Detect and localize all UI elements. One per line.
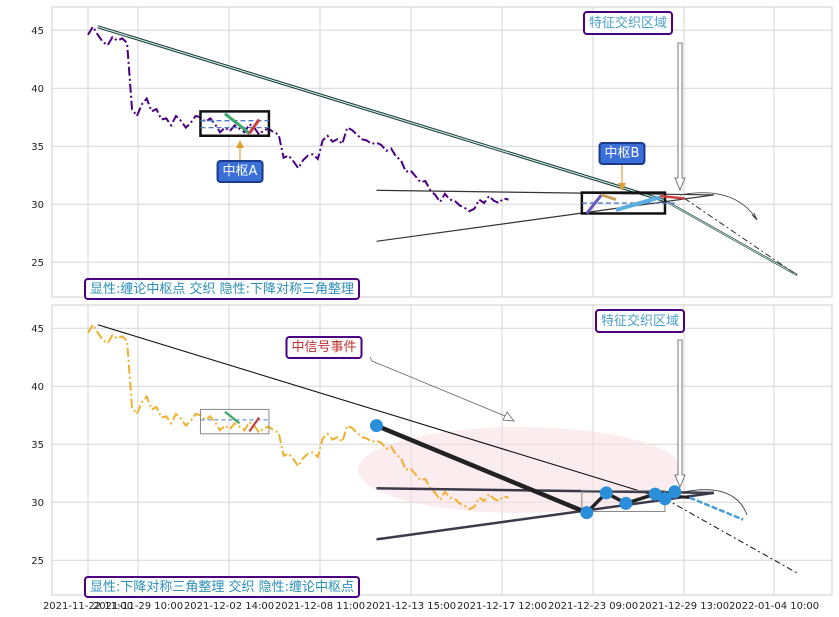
pivot-marker xyxy=(369,419,383,433)
projection-dash xyxy=(684,197,798,276)
trend-line-inner xyxy=(97,26,666,202)
pointer-a-head xyxy=(236,140,244,148)
y-tick-label: 40 xyxy=(31,382,44,393)
annotation-label: 中枢B xyxy=(605,146,640,161)
legend-box xyxy=(84,576,361,598)
top-panel: 25 30 35 40 45 显性:缠论中枢点 交织 隐性:下降对称三角整理 特征交织区域中… xyxy=(31,6,833,300)
trend-extension xyxy=(664,498,798,574)
y-tick-label: 45 xyxy=(31,26,44,37)
curve-arrow xyxy=(682,489,748,516)
x-tick-label: 2021-12-08 11:00 xyxy=(275,601,365,612)
stroke-red-b xyxy=(659,194,685,200)
annotation-label: 中信号事件 xyxy=(291,340,356,355)
legend-box xyxy=(84,278,361,300)
x-tick-label: 2021-12-13 15:00 xyxy=(366,601,456,612)
down-arrow-icon xyxy=(674,42,686,192)
diagonal-arrow-icon xyxy=(369,356,515,422)
plot-area xyxy=(51,6,833,298)
pivot-marker xyxy=(658,492,672,506)
y-tick-label: 35 xyxy=(31,440,44,451)
y-tick-label: 30 xyxy=(31,498,44,509)
pivot-box-a xyxy=(199,408,270,435)
legend-text: 显性:缠论中枢点 交织 隐性:下降对称三角整理 xyxy=(90,281,354,297)
annotation-box xyxy=(582,11,674,35)
annotation-label: 中枢A xyxy=(223,164,258,179)
down-arrow-icon xyxy=(674,339,686,489)
y-tick-label: 30 xyxy=(31,200,44,211)
pivot-marker xyxy=(648,487,662,501)
x-tick-label: 2021-12-17 12:00 xyxy=(457,601,547,612)
annotation-box xyxy=(285,336,363,359)
x-tick-label: 2021-12-02 14:00 xyxy=(184,601,274,612)
stroke-green xyxy=(223,112,241,127)
pivot-marker xyxy=(668,485,682,499)
stroke-green2 xyxy=(238,124,251,135)
annotation-label: 特征交织区域 xyxy=(601,313,679,329)
x-tick-label: 2021-12-29 13:00 xyxy=(639,601,729,612)
pointer-b-head xyxy=(618,183,626,191)
stroke-tan xyxy=(600,193,617,201)
x-tick-label: 2022-01-04 10:00 xyxy=(729,601,819,612)
legend-text: 显性:下降对称三角整理 交织 隐性:缠论中枢点 xyxy=(90,579,354,595)
triangle-upper xyxy=(376,189,714,196)
annotation-box xyxy=(216,160,264,183)
y-tick-label: 25 xyxy=(31,258,44,269)
y-tick-label: 45 xyxy=(31,324,44,335)
annotation-box xyxy=(594,309,686,333)
price-line xyxy=(87,322,509,511)
stroke-green xyxy=(224,410,241,425)
pivot-marker xyxy=(580,506,594,520)
curve-arrow-head xyxy=(751,212,758,221)
stroke-red xyxy=(248,118,261,135)
x-tick-label: 2021-11-22 11:00 xyxy=(43,601,133,612)
blue-projection xyxy=(688,496,744,521)
annotation-label: 特征交织区域 xyxy=(589,15,667,31)
curve-arrow xyxy=(679,192,758,221)
triangle-lower xyxy=(376,491,715,541)
pivot-box-a xyxy=(199,110,271,138)
x-tick-label: 2021-11-29 10:00 xyxy=(93,601,183,612)
annotation-box xyxy=(598,142,646,165)
y-tick-label: 35 xyxy=(31,142,44,153)
price-line xyxy=(87,24,509,213)
stroke-red xyxy=(248,416,261,433)
x-tick-label: 2021-12-23 09:00 xyxy=(548,601,638,612)
trend-line xyxy=(97,324,666,500)
stroke-purple xyxy=(585,193,603,215)
y-tick-label: 25 xyxy=(31,556,44,567)
bold-leg xyxy=(375,423,588,515)
stroke-blue xyxy=(615,195,661,212)
y-tick-label: 40 xyxy=(31,84,44,95)
pivot-marker xyxy=(619,496,633,510)
trend-extension-inner xyxy=(664,200,798,276)
bottom-panel: 25 30 35 40 45 显性:下降对称三角整理 交织 隐性:缠论中枢点 特征交织区域中… xyxy=(31,304,833,598)
pivot-marker xyxy=(599,486,613,500)
